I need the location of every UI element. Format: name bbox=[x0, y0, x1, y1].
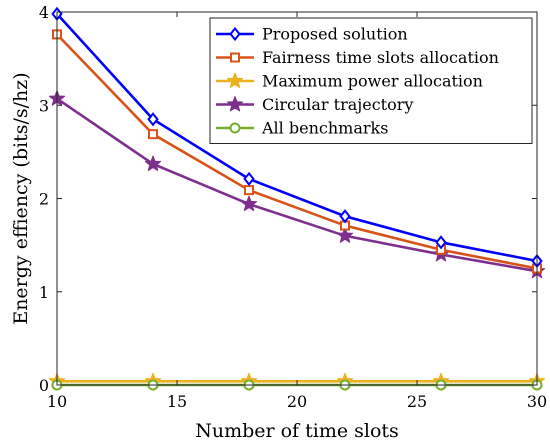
x-tick-label: 20 bbox=[287, 392, 307, 411]
legend-entry: Maximum power allocation bbox=[216, 72, 483, 91]
legend-label: All benchmarks bbox=[261, 119, 388, 138]
data-point bbox=[147, 112, 159, 127]
series-line bbox=[56, 12, 538, 263]
y-tick-label: 2 bbox=[39, 190, 49, 209]
axes: 10 15 20 25 30 0 1 2 3 4 bbox=[39, 3, 547, 411]
y-tick-label: 0 bbox=[39, 376, 49, 395]
x-tick-label: 25 bbox=[407, 392, 427, 411]
y-tick-label: 1 bbox=[39, 283, 49, 302]
legend-entry: Circular trajectory bbox=[216, 95, 413, 114]
x-tick-label: 30 bbox=[527, 392, 547, 411]
data-point bbox=[336, 227, 354, 243]
y-axis-label: Energy effiency (bits/s/hz) bbox=[10, 72, 32, 324]
x-tick-label: 10 bbox=[47, 392, 67, 411]
legend-label: Fairness time slots allocation bbox=[262, 48, 499, 67]
legend-entry: Fairness time slots allocation bbox=[216, 48, 499, 67]
y-tick-label: 4 bbox=[39, 3, 49, 22]
legend-marker bbox=[226, 96, 244, 112]
legend-marker bbox=[230, 52, 240, 63]
legend-entry: All benchmarks bbox=[216, 119, 388, 138]
legend-marker bbox=[229, 26, 241, 42]
y-tick-label: 3 bbox=[39, 96, 49, 115]
x-axis-label: Number of time slots bbox=[195, 420, 399, 442]
data-point bbox=[240, 195, 258, 212]
x-tick-label: 15 bbox=[167, 392, 187, 411]
series-line bbox=[56, 33, 538, 270]
legend-label: Proposed solution bbox=[262, 25, 408, 44]
legend-marker bbox=[229, 122, 241, 134]
data-point bbox=[244, 185, 254, 196]
data-point bbox=[144, 155, 162, 171]
series-line bbox=[56, 97, 538, 273]
legend-marker bbox=[226, 72, 244, 88]
data-point bbox=[435, 235, 447, 250]
data-point bbox=[339, 209, 351, 224]
legend: Proposed solution Fairness time slots all… bbox=[209, 17, 533, 144]
legend-label: Circular trajectory bbox=[262, 95, 413, 114]
data-point bbox=[243, 171, 255, 187]
data-point bbox=[148, 129, 158, 140]
legend-box bbox=[209, 17, 533, 144]
legend-entry: Proposed solution bbox=[216, 25, 408, 44]
legend-label: Maximum power allocation bbox=[262, 72, 483, 91]
series-0 bbox=[51, 6, 543, 269]
